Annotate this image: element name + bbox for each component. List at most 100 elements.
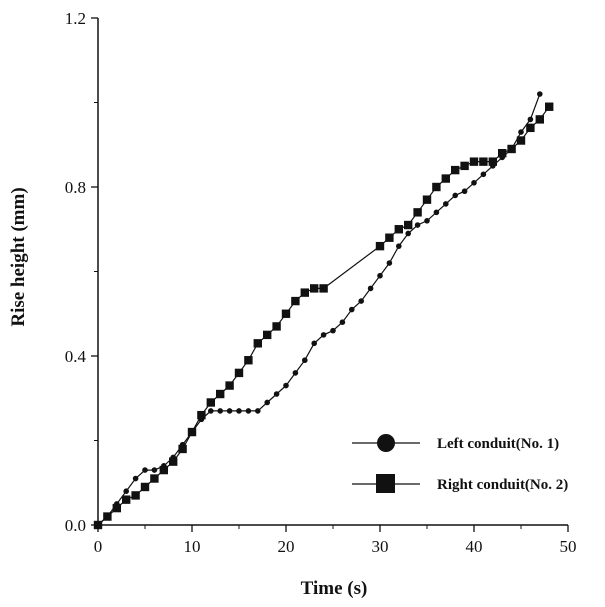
data-point xyxy=(150,474,159,483)
series-right-conduit xyxy=(93,102,554,530)
data-point xyxy=(480,171,487,178)
legend-marker-circle xyxy=(377,434,395,452)
data-point xyxy=(339,319,346,326)
data-point xyxy=(206,398,215,407)
data-point xyxy=(413,208,422,217)
y-tick-label: 1.2 xyxy=(65,9,86,28)
data-point xyxy=(300,288,309,297)
data-point xyxy=(226,408,233,414)
data-point xyxy=(187,427,197,437)
data-point xyxy=(498,149,507,158)
data-point xyxy=(244,356,253,365)
data-point xyxy=(424,218,430,224)
axes: 0 10 20 30 40 50 0.0 0.4 0.8 1.2 xyxy=(65,9,577,556)
data-point xyxy=(422,195,432,204)
data-point xyxy=(545,102,554,111)
data-point xyxy=(122,495,131,504)
legend-label-left: Left conduit(No. 1) xyxy=(437,436,559,452)
legend-marker-square xyxy=(376,474,395,493)
data-point xyxy=(375,241,385,251)
data-point xyxy=(236,408,242,414)
data-point xyxy=(537,91,543,97)
data-point xyxy=(516,136,526,145)
x-tick-label: 10 xyxy=(184,537,201,556)
data-point xyxy=(197,410,206,420)
series-line xyxy=(97,106,550,526)
data-point xyxy=(253,339,262,348)
x-tick-label: 30 xyxy=(372,537,389,556)
data-point xyxy=(404,220,413,230)
x-axis-title: Time (s) xyxy=(301,578,368,599)
data-point xyxy=(358,298,365,304)
data-point xyxy=(396,243,402,249)
x-tick-label: 50 xyxy=(560,537,577,556)
x-tick-label: 20 xyxy=(278,537,295,556)
data-point xyxy=(349,306,355,313)
data-point xyxy=(460,161,469,171)
legend-item-right-conduit: Right conduit(No. 2) xyxy=(352,474,568,493)
data-point xyxy=(302,357,308,364)
data-point xyxy=(311,340,318,347)
data-point xyxy=(479,157,488,166)
data-point xyxy=(159,465,168,475)
data-point xyxy=(488,157,497,166)
data-point xyxy=(385,233,394,242)
data-point xyxy=(535,115,544,124)
data-point xyxy=(281,309,291,318)
data-point xyxy=(405,230,412,237)
data-point xyxy=(310,284,319,293)
y-axis-title: Rise height (mm) xyxy=(8,187,29,326)
data-point xyxy=(142,467,148,473)
data-point xyxy=(273,391,280,397)
data-point xyxy=(414,222,421,228)
data-point xyxy=(131,491,140,500)
data-point xyxy=(292,370,299,376)
labels-layer: Time (s) Rise height (mm) xyxy=(8,187,367,599)
data-point xyxy=(283,382,289,389)
data-point xyxy=(394,225,403,234)
data-point xyxy=(291,296,300,306)
data-point xyxy=(451,165,460,175)
data-point xyxy=(245,408,252,414)
data-point xyxy=(443,201,449,207)
data-point xyxy=(377,272,383,279)
y-tick-label: 0.4 xyxy=(65,347,87,366)
data-point xyxy=(103,512,112,521)
x-tick-label: 40 xyxy=(466,537,483,556)
data-point xyxy=(367,285,374,292)
x-tick-label: 0 xyxy=(94,537,103,556)
data-point xyxy=(526,123,535,133)
data-point xyxy=(461,188,468,195)
data-point xyxy=(216,389,225,399)
data-point xyxy=(320,332,327,338)
data-point xyxy=(272,322,281,331)
data-point xyxy=(254,408,261,414)
legend: Left conduit(No. 1) Right conduit(No. 2) xyxy=(352,434,568,493)
legend-item-left-conduit: Left conduit(No. 1) xyxy=(352,434,559,452)
series-left-conduit xyxy=(95,91,543,528)
data-point xyxy=(151,467,158,473)
y-tick-label: 0.8 xyxy=(65,178,86,197)
data-point xyxy=(469,157,479,166)
series-layer xyxy=(93,91,554,530)
data-point xyxy=(263,330,272,340)
data-point xyxy=(112,503,121,513)
data-point xyxy=(93,520,103,530)
data-point xyxy=(264,399,271,406)
data-point xyxy=(432,182,441,192)
data-point xyxy=(208,408,214,414)
data-point xyxy=(234,368,244,378)
data-point xyxy=(441,174,450,183)
data-point xyxy=(217,408,223,414)
data-point xyxy=(319,284,328,293)
legend-label-right: Right conduit(No. 2) xyxy=(437,477,568,493)
data-point xyxy=(433,209,440,216)
data-point xyxy=(507,144,516,154)
data-point xyxy=(178,444,187,454)
data-point xyxy=(452,192,459,199)
data-point xyxy=(132,475,139,482)
data-point xyxy=(169,457,178,466)
data-point xyxy=(518,129,524,135)
